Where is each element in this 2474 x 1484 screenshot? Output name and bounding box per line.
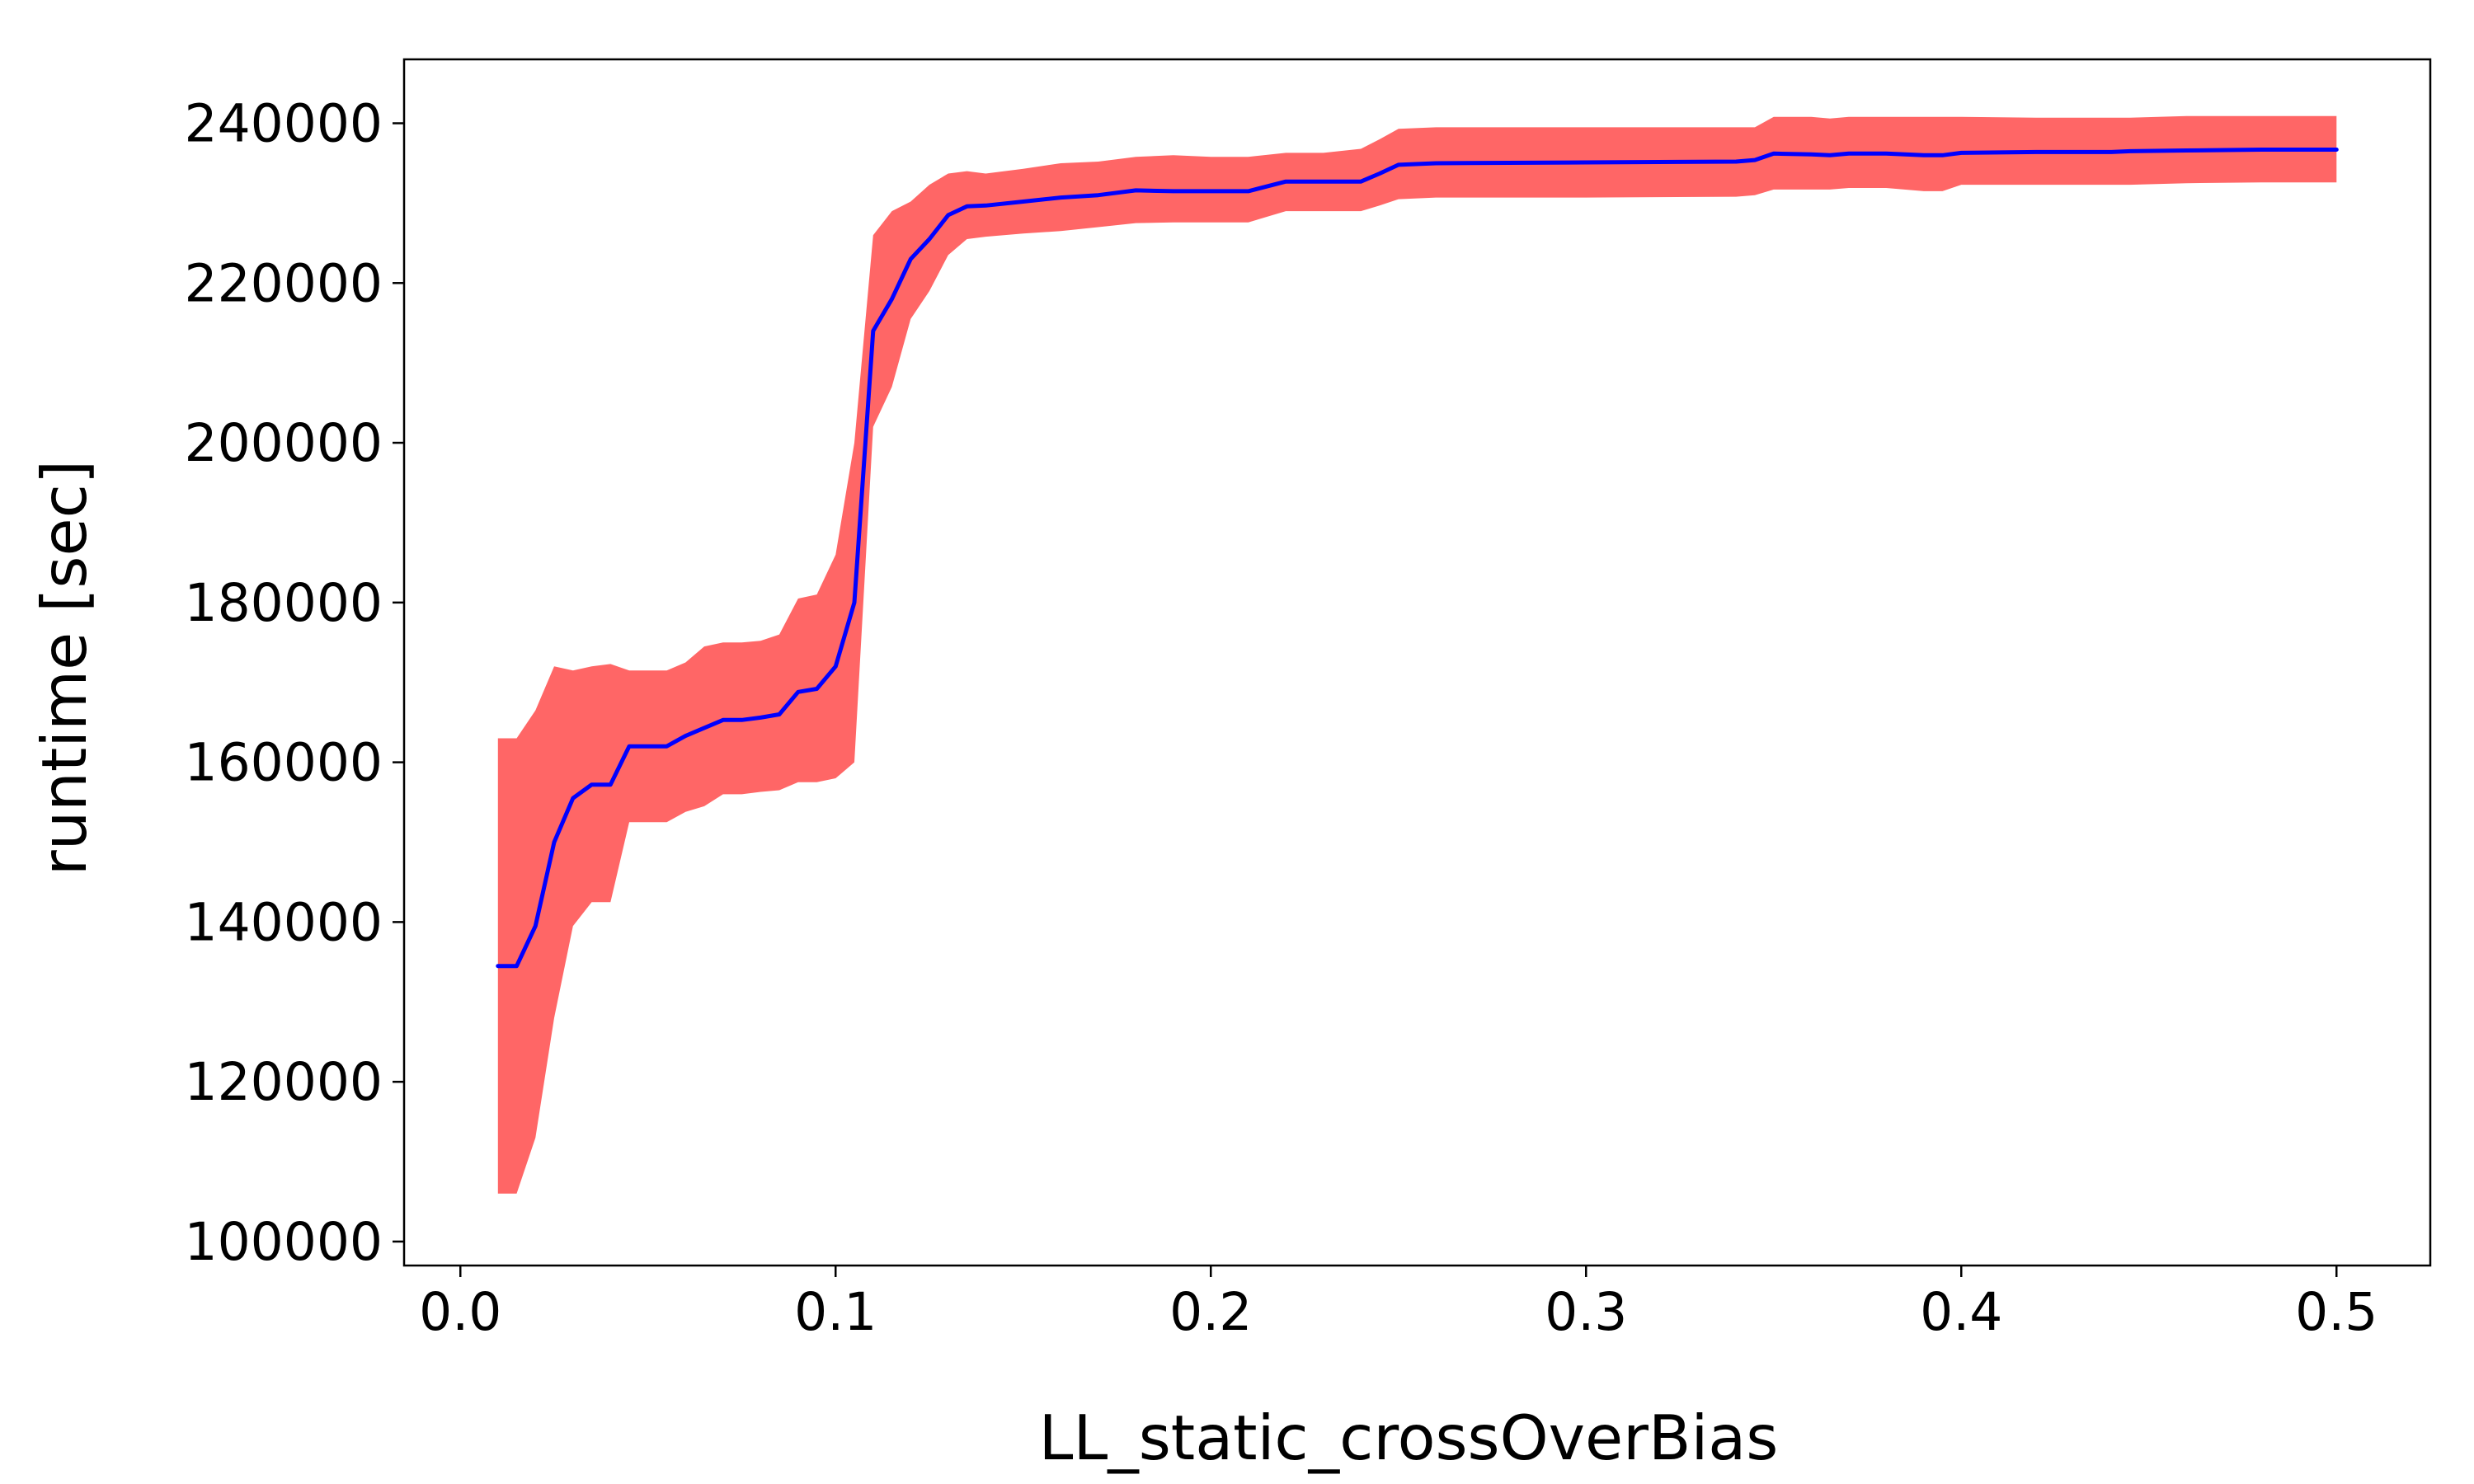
x-tick-label: 0.0	[419, 1282, 501, 1342]
mean-line	[496, 148, 2339, 969]
plot-area	[402, 58, 2432, 1267]
x-axis-label: LL_static_crossOverBias	[1039, 1402, 1779, 1474]
x-tick-label: 0.5	[2295, 1282, 2378, 1342]
y-axis-label: runtime [sec]	[28, 460, 101, 876]
plot-frame	[402, 58, 2432, 1267]
y-tick-label: 140000	[185, 892, 383, 952]
y-tick-label: 160000	[185, 733, 383, 793]
y-tick-label: 180000	[185, 573, 383, 633]
y-tick-label: 100000	[185, 1212, 383, 1272]
x-tick-label: 0.1	[794, 1282, 877, 1342]
y-tick-label: 240000	[185, 94, 383, 154]
y-axis: 100000 120000 140000 160000 180000 200000 2200…	[185, 94, 404, 1272]
y-tick-label: 200000	[185, 413, 383, 473]
x-tick-label: 0.2	[1169, 1282, 1252, 1342]
x-axis: 0.0 0.1 0.2 0.3 0.4 0.5	[419, 1266, 2378, 1342]
x-tick-label: 0.4	[1920, 1282, 2002, 1342]
y-tick-label: 120000	[185, 1052, 383, 1112]
y-tick-label: 220000	[185, 253, 383, 313]
x-tick-label: 0.3	[1545, 1282, 1627, 1342]
